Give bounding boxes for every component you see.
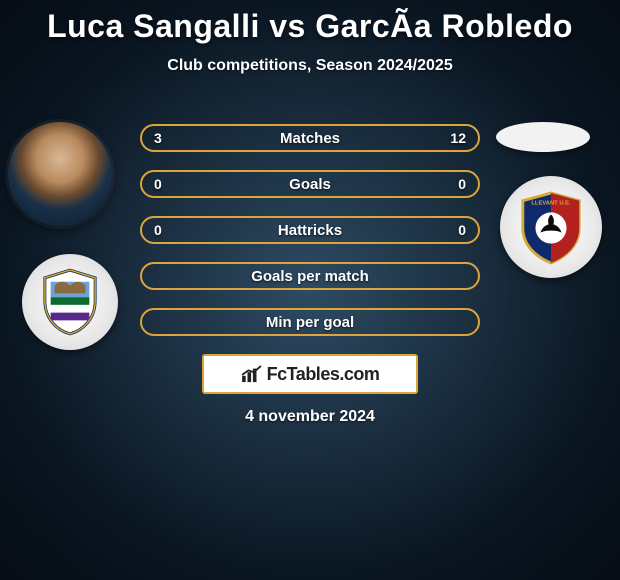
stat-row: 3 12 Matches xyxy=(140,124,480,152)
stat-label: Min per goal xyxy=(266,314,354,331)
club2-crest: LLEVANT U.E. xyxy=(500,176,602,278)
stat-left-value: 0 xyxy=(154,176,162,192)
stat-row: 0 0 Hattricks xyxy=(140,216,480,244)
bars-icon xyxy=(241,365,263,383)
stat-left-value: 3 xyxy=(154,130,162,146)
stat-right-value: 0 xyxy=(458,176,466,192)
stat-fill-left xyxy=(140,124,208,152)
infographic-canvas: Luca Sangalli vs GarcÃ­a Robledo Club co… xyxy=(0,0,620,580)
levante-crest-icon: LLEVANT U.E. xyxy=(517,189,585,265)
club1-crest xyxy=(22,254,118,350)
player2-avatar xyxy=(496,122,590,152)
page-title: Luca Sangalli vs GarcÃ­a Robledo xyxy=(0,0,620,45)
malaga-crest-icon xyxy=(41,268,99,336)
stat-row: Goals per match xyxy=(140,262,480,290)
date-label: 4 november 2024 xyxy=(0,408,620,426)
stat-label: Matches xyxy=(280,130,340,147)
brand-badge: FcTables.com xyxy=(202,354,418,394)
stat-label: Hattricks xyxy=(278,222,342,239)
stats-container: 3 12 Matches 0 0 Goals 0 0 Hattricks Goals per ma… xyxy=(140,124,480,354)
subtitle: Club competitions, Season 2024/2025 xyxy=(0,57,620,75)
svg-text:LLEVANT U.E.: LLEVANT U.E. xyxy=(531,201,571,207)
stat-label: Goals per match xyxy=(251,268,369,285)
player1-avatar xyxy=(8,122,112,226)
stat-right-value: 0 xyxy=(458,222,466,238)
stat-fill-right xyxy=(208,124,480,152)
stat-row: 0 0 Goals xyxy=(140,170,480,198)
stat-left-value: 0 xyxy=(154,222,162,238)
brand-text: FcTables.com xyxy=(267,364,380,385)
stat-label: Goals xyxy=(289,176,331,193)
stat-right-value: 12 xyxy=(450,130,466,146)
stat-row: Min per goal xyxy=(140,308,480,336)
